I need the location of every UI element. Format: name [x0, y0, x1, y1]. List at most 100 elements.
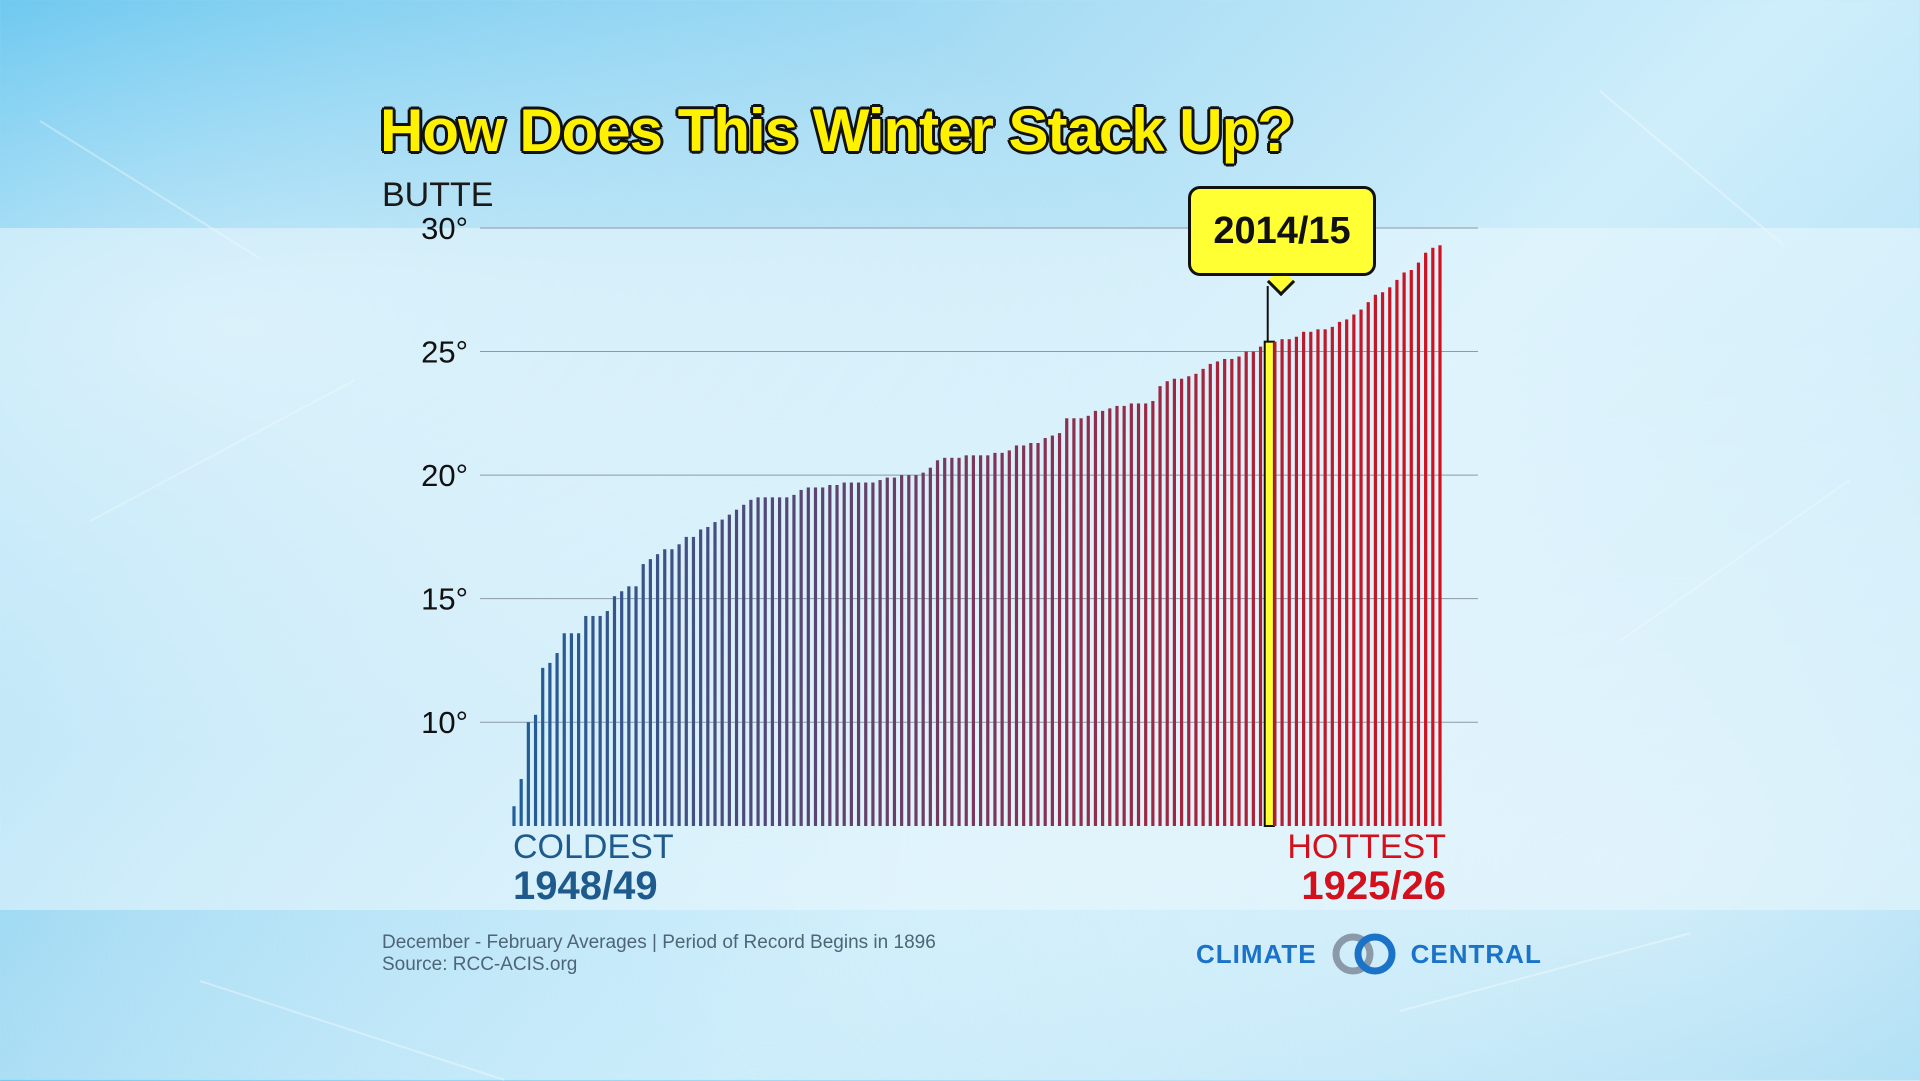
bar [878, 480, 882, 826]
bar [555, 653, 559, 826]
bar [1086, 415, 1090, 826]
chart-title: How Does This Winter Stack Up? [380, 97, 1294, 164]
bar [634, 586, 638, 826]
bar [978, 455, 983, 826]
bar [584, 615, 588, 826]
bar [1050, 435, 1054, 826]
bar [1101, 410, 1105, 826]
bar [1366, 302, 1370, 827]
bar [799, 489, 803, 826]
bar [1409, 270, 1413, 826]
bar [1287, 339, 1291, 826]
bar [1187, 376, 1191, 826]
bar [1201, 368, 1205, 826]
bar [655, 554, 660, 826]
bar [512, 806, 516, 826]
bar [1273, 341, 1277, 826]
bar [971, 455, 976, 826]
bar [1316, 329, 1320, 826]
bar [1208, 363, 1212, 826]
bar [1416, 262, 1421, 826]
bar [541, 667, 545, 826]
bar [1129, 403, 1133, 826]
bar [1431, 247, 1435, 826]
bar [1194, 373, 1198, 826]
bar [734, 509, 739, 826]
bar [1302, 331, 1306, 826]
bar [835, 484, 839, 826]
bar [641, 564, 645, 826]
bar [648, 559, 652, 826]
bar [1079, 418, 1083, 826]
bar [569, 633, 574, 826]
linked-rings-icon [1332, 933, 1396, 975]
footer-line-1: December - February Averages | Period of… [382, 932, 936, 953]
bar [1065, 418, 1069, 826]
footer-notes: December - February Averages | Period of… [382, 932, 936, 976]
bar [548, 662, 552, 826]
bar [1108, 408, 1112, 826]
bar [1230, 358, 1234, 826]
bar [699, 529, 703, 826]
bar [1144, 403, 1148, 826]
bar [1122, 405, 1126, 826]
bar [1093, 410, 1098, 826]
highlighted-bar [1263, 340, 1275, 827]
bar [605, 611, 609, 826]
bar [770, 497, 775, 826]
bar [612, 596, 617, 826]
bar [935, 460, 940, 826]
bar [1424, 252, 1428, 826]
bar [785, 497, 789, 826]
bar [892, 477, 897, 826]
bar [821, 487, 825, 826]
bar [598, 615, 602, 826]
bar [533, 714, 538, 826]
coldest-label: COLDEST [513, 828, 674, 866]
bar [663, 549, 667, 826]
y-axis-ticks: 10° 15° 20° 25° 30° [421, 211, 468, 740]
bar [627, 586, 631, 826]
highlight-callout: 2014/15 [1188, 186, 1376, 276]
bar [1014, 445, 1019, 826]
bar [993, 452, 997, 826]
climate-central-logo: CLIMATE CENTRAL [1196, 932, 1542, 976]
bar [856, 482, 861, 826]
bar [1007, 450, 1011, 826]
bar [713, 522, 717, 826]
location-label: BUTTE [382, 176, 494, 214]
bar [1258, 346, 1263, 826]
bar [519, 779, 523, 826]
bar [763, 497, 767, 826]
bars [512, 245, 1442, 827]
bar [720, 519, 724, 826]
bar [1345, 319, 1349, 826]
bar [1036, 442, 1040, 826]
bar [706, 527, 710, 826]
brand-right: CENTRAL [1410, 938, 1542, 969]
bar [1359, 309, 1363, 827]
bar [749, 499, 753, 826]
footer-line-2: Source: RCC-ACIS.org [382, 954, 578, 975]
bar [813, 487, 818, 826]
hottest-year: 1925/26 [1301, 864, 1446, 908]
bar [1215, 361, 1220, 826]
bar [562, 633, 566, 826]
bar [1352, 314, 1356, 826]
bar [1115, 405, 1119, 826]
y-tick-label: 20° [421, 458, 468, 493]
y-tick-label: 15° [421, 582, 468, 617]
y-tick-label: 10° [421, 705, 468, 740]
bar [1136, 403, 1141, 826]
bar [684, 536, 688, 826]
bar [1280, 339, 1284, 826]
hottest-label: HOTTEST [1287, 828, 1446, 866]
bar [742, 504, 746, 826]
bar [1330, 326, 1334, 826]
bar [1438, 245, 1442, 827]
bar [1000, 452, 1004, 826]
bar [677, 544, 681, 826]
y-tick-label: 30° [421, 211, 468, 246]
bar [526, 722, 530, 826]
